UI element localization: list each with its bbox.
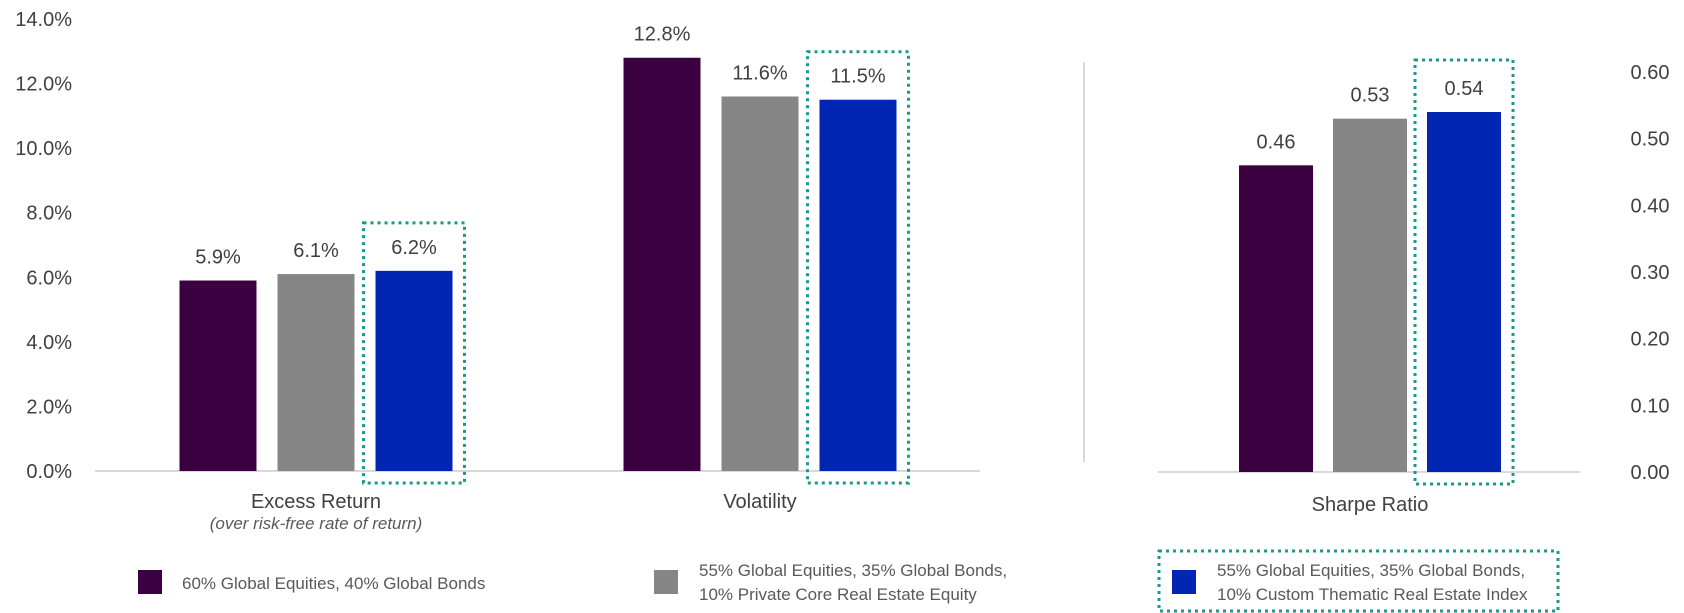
bar	[179, 280, 257, 471]
highlight-box	[1413, 58, 1515, 486]
legend-label: 10% Private Core Real Estate Equity	[699, 585, 977, 604]
y-tick-label: 12.0%	[15, 74, 72, 96]
bar	[1333, 118, 1407, 473]
data-label: 6.2%	[391, 237, 437, 259]
category-label: Volatility	[723, 491, 796, 513]
data-label: 11.5%	[830, 66, 885, 88]
data-label: 0.46	[1257, 131, 1296, 153]
y-tick-label: 0.20	[1631, 329, 1670, 351]
legend-label: 10% Custom Thematic Real Estate Index	[1217, 585, 1528, 604]
data-label: 12.8%	[634, 24, 691, 46]
legend-swatch	[654, 570, 678, 594]
y-tick-label: 14.0%	[15, 9, 72, 31]
data-label: 5.9%	[195, 247, 241, 269]
data-label: 0.54	[1445, 78, 1484, 100]
y-tick-label: 0.30	[1631, 262, 1670, 284]
bar	[721, 96, 799, 471]
y-tick-label: 6.0%	[26, 267, 72, 289]
y-tick-label: 4.0%	[26, 332, 72, 354]
bar	[1427, 112, 1501, 472]
y-tick-label: 10.0%	[15, 138, 72, 160]
category-label: Excess Return	[251, 491, 381, 513]
legend-highlight-box	[1157, 549, 1560, 613]
y-tick-label: 0.60	[1631, 62, 1670, 84]
legend-swatch	[1172, 570, 1196, 594]
bar	[375, 270, 453, 471]
data-label: 11.6%	[732, 62, 787, 84]
data-label: 0.53	[1351, 85, 1390, 107]
y-tick-label: 0.40	[1631, 195, 1670, 217]
bar	[277, 274, 355, 471]
legend-label: 55% Global Equities, 35% Global Bonds,	[1217, 561, 1525, 580]
data-label: 6.1%	[293, 240, 339, 262]
y-tick-label: 0.50	[1631, 129, 1670, 151]
legend-swatch	[138, 570, 162, 594]
legend-label: 55% Global Equities, 35% Global Bonds,	[699, 561, 1007, 580]
bar	[819, 99, 897, 471]
highlight-box	[806, 50, 910, 485]
bar	[1239, 165, 1313, 473]
y-tick-label: 0.10	[1631, 395, 1670, 417]
category-label: Sharpe Ratio	[1312, 494, 1429, 516]
y-tick-label: 2.0%	[26, 396, 72, 418]
bar	[623, 57, 701, 471]
y-tick-label: 8.0%	[26, 203, 72, 225]
y-tick-label: 0.00	[1631, 462, 1670, 484]
category-subtitle: (over risk-free rate of return)	[210, 514, 423, 533]
highlight-box	[362, 221, 466, 485]
legend-label: 60% Global Equities, 40% Global Bonds	[182, 574, 485, 593]
y-tick-label: 0.0%	[26, 461, 72, 483]
